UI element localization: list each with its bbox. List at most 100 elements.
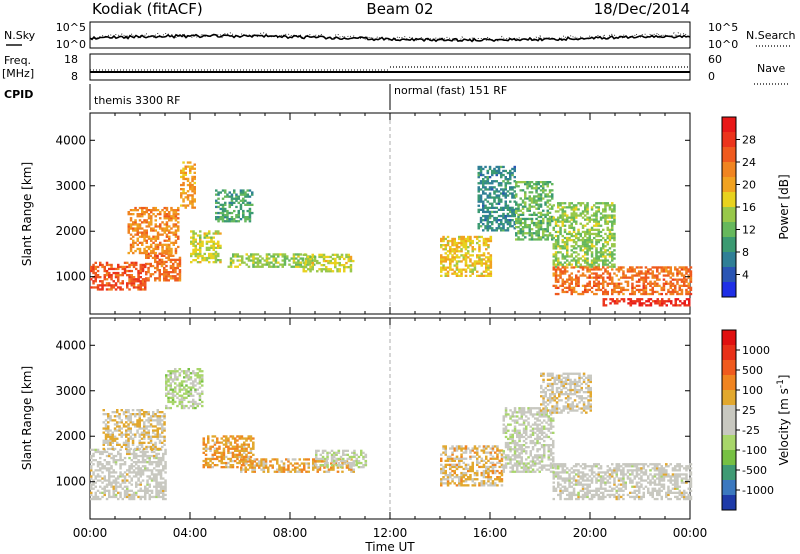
echo-cell xyxy=(590,263,594,266)
echo-cell xyxy=(568,230,571,234)
echo-cell xyxy=(141,213,144,216)
echo-cell xyxy=(563,270,567,273)
echo-cell xyxy=(145,425,148,428)
echo-cell xyxy=(141,233,144,236)
echo-cell xyxy=(292,259,296,262)
echo-cell xyxy=(559,274,562,277)
echo-cell xyxy=(199,250,202,254)
echo-cell xyxy=(615,284,618,287)
echo-cell xyxy=(311,264,314,267)
echo-cell xyxy=(162,489,165,492)
echo-cell xyxy=(624,274,627,277)
echo-cell xyxy=(530,187,534,190)
echo-cell xyxy=(446,457,450,460)
echo-cell xyxy=(489,465,493,469)
echo-cell xyxy=(338,261,341,265)
echo-cell xyxy=(177,245,180,249)
echo-cell xyxy=(487,246,490,249)
echo-cell xyxy=(455,455,459,458)
echo-cell xyxy=(477,198,480,201)
echo-cell xyxy=(442,266,445,269)
echo-cell xyxy=(138,219,142,222)
echo-cell xyxy=(117,271,120,275)
echo-cell xyxy=(575,255,578,258)
echo-cell xyxy=(480,484,483,487)
echo-cell xyxy=(121,280,124,283)
echo-cell xyxy=(595,222,598,225)
echo-cell xyxy=(613,300,617,303)
echo-cell xyxy=(295,265,298,268)
echo-cell xyxy=(602,298,605,301)
echo-cell xyxy=(96,479,100,482)
echo-cell xyxy=(169,271,173,274)
echo-cell xyxy=(584,210,587,213)
echo-cell xyxy=(152,206,155,210)
echo-cell xyxy=(635,274,639,277)
echo-cell xyxy=(467,476,470,479)
echo-cell xyxy=(336,466,340,469)
echo-cell xyxy=(147,266,150,270)
echo-cell xyxy=(611,263,614,266)
echo-cell xyxy=(631,302,635,305)
echo-cell xyxy=(608,204,612,207)
echo-cell xyxy=(174,213,178,216)
echo-cell xyxy=(653,276,657,279)
echo-cell xyxy=(104,429,108,432)
colorbar-cell xyxy=(722,192,736,207)
echo-cell xyxy=(256,257,260,260)
echo-cell xyxy=(128,471,131,474)
echo-cell xyxy=(539,213,543,216)
echo-cell xyxy=(117,278,120,281)
echo-cell xyxy=(135,280,138,283)
echo-cell xyxy=(103,450,106,454)
echo-cell xyxy=(479,180,483,183)
echo-cell xyxy=(221,220,225,223)
echo-cell xyxy=(167,256,170,259)
echo-cell xyxy=(105,469,109,472)
echo-cell xyxy=(597,284,600,287)
echo-cell xyxy=(528,232,531,235)
echo-cell xyxy=(631,286,634,289)
echo-cell xyxy=(546,221,549,225)
echo-cell xyxy=(460,455,463,458)
echo-cell xyxy=(149,437,153,440)
echo-cell xyxy=(236,445,239,448)
echo-cell xyxy=(533,195,536,198)
echo-cell xyxy=(451,244,454,247)
echo-cell xyxy=(165,217,169,220)
echo-cell xyxy=(199,248,202,251)
echo-cell xyxy=(590,272,594,275)
echo-cell xyxy=(165,378,168,381)
echo-cell xyxy=(460,244,463,247)
echo-cell xyxy=(606,228,609,231)
echo-cell xyxy=(143,429,146,432)
echo-cell xyxy=(513,190,516,193)
echo-cell xyxy=(642,280,645,283)
echo-cell xyxy=(252,441,255,444)
echo-cell xyxy=(349,270,353,273)
echo-cell xyxy=(225,464,228,467)
echo-cell xyxy=(446,474,450,477)
echo-cell xyxy=(178,390,182,393)
echo-cell xyxy=(581,245,585,248)
echo-cell xyxy=(128,493,131,497)
echo-cell xyxy=(110,465,113,468)
echo-cell xyxy=(199,234,202,237)
echo-cell xyxy=(504,194,507,197)
echo-cell xyxy=(135,452,138,456)
echo-cell xyxy=(144,284,147,287)
echo-cell xyxy=(528,238,531,241)
echo-cell xyxy=(462,268,465,271)
echo-cell xyxy=(149,439,153,442)
echo-cell xyxy=(94,477,97,480)
echo-cell xyxy=(154,254,157,257)
echo-cell xyxy=(546,228,549,231)
echo-cell xyxy=(144,469,147,472)
echo-cell xyxy=(561,280,564,283)
echo-cell xyxy=(163,427,166,430)
echo-cell xyxy=(478,235,481,239)
echo-cell xyxy=(165,374,168,377)
colorbar-cell xyxy=(722,162,736,177)
echo-cell xyxy=(504,216,507,220)
echo-cell xyxy=(680,290,684,294)
